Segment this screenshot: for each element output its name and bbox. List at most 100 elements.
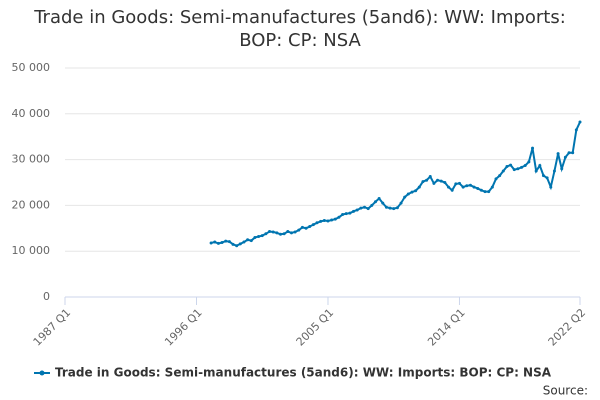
- data-point: [439, 179, 443, 183]
- data-point: [224, 239, 228, 243]
- data-point: [410, 190, 414, 194]
- data-point: [271, 230, 275, 234]
- data-point: [330, 218, 334, 222]
- data-point: [213, 240, 217, 244]
- data-point: [468, 183, 472, 187]
- x-tick-label: 1996 Q1: [162, 306, 205, 349]
- data-point: [355, 208, 359, 212]
- data-point: [567, 151, 571, 155]
- data-point: [348, 211, 352, 215]
- data-point: [487, 190, 491, 194]
- data-point: [574, 128, 578, 132]
- data-point: [516, 167, 520, 171]
- data-point: [494, 177, 498, 181]
- data-point: [560, 167, 564, 171]
- data-point: [483, 190, 487, 194]
- data-point: [461, 185, 465, 189]
- y-tick-label: 30 000: [12, 153, 51, 166]
- data-point: [538, 164, 542, 168]
- y-tick-label: 0: [43, 290, 50, 303]
- data-point: [465, 184, 469, 188]
- data-point: [479, 188, 483, 192]
- data-point: [264, 232, 268, 236]
- data-point: [326, 219, 330, 223]
- data-point: [447, 185, 451, 189]
- data-point: [534, 169, 538, 173]
- data-point: [549, 185, 553, 189]
- data-point: [450, 188, 454, 192]
- data-point: [275, 231, 279, 235]
- data-point: [352, 209, 356, 213]
- x-tick-label: 2005 Q1: [294, 306, 337, 349]
- data-point: [370, 203, 374, 207]
- y-tick-label: 10 000: [12, 244, 51, 257]
- x-tick-label: 2014 Q1: [425, 306, 468, 349]
- data-point: [341, 213, 345, 217]
- data-point: [209, 241, 213, 245]
- data-point: [359, 206, 363, 210]
- data-point: [238, 242, 242, 246]
- data-point: [388, 206, 392, 210]
- data-point: [417, 185, 421, 189]
- data-point: [242, 240, 246, 244]
- data-point: [319, 219, 323, 223]
- data-point: [373, 200, 377, 204]
- data-point: [552, 169, 556, 173]
- data-point: [381, 201, 385, 205]
- data-point: [384, 205, 388, 209]
- data-point: [315, 221, 319, 225]
- data-point: [311, 223, 315, 227]
- data-point: [527, 160, 531, 164]
- data-point: [278, 232, 282, 236]
- data-point: [428, 175, 432, 179]
- data-point: [509, 163, 513, 167]
- data-point: [344, 212, 348, 216]
- data-point: [377, 197, 381, 201]
- legend-label: Trade in Goods: Semi-manufactures (5and6…: [55, 366, 552, 380]
- data-point: [216, 241, 220, 245]
- data-point: [282, 232, 286, 236]
- data-point: [505, 164, 509, 168]
- source: Source:: [543, 384, 588, 398]
- data-point: [501, 169, 505, 173]
- data-point: [399, 201, 403, 205]
- data-point: [392, 207, 396, 211]
- data-point: [260, 234, 264, 238]
- data-point: [454, 182, 458, 186]
- x-tick-label: 1987 Q1: [31, 306, 74, 349]
- data-point: [257, 235, 261, 239]
- data-point: [249, 239, 253, 243]
- data-point: [472, 185, 476, 189]
- legend-marker: [39, 370, 45, 376]
- x-tick-label: 2022 Q2: [546, 306, 589, 349]
- y-tick-label: 20 000: [12, 198, 51, 211]
- data-point: [333, 217, 337, 221]
- data-point: [414, 189, 418, 193]
- data-point: [337, 215, 341, 219]
- y-tick-label: 40 000: [12, 107, 51, 120]
- data-point: [268, 230, 272, 234]
- data-point: [443, 181, 447, 184]
- data-point: [253, 235, 257, 239]
- data-point: [366, 207, 370, 211]
- data-point: [231, 242, 235, 246]
- data-point: [571, 151, 575, 155]
- data-point: [490, 185, 494, 189]
- data-point: [297, 228, 301, 232]
- data-point: [421, 180, 425, 184]
- data-point: [293, 230, 297, 234]
- data-point: [304, 226, 308, 230]
- series-line: [210, 121, 581, 247]
- data-point: [425, 178, 429, 182]
- data-point: [395, 206, 399, 210]
- data-point: [476, 186, 480, 190]
- data-point: [545, 176, 549, 180]
- data-point: [457, 181, 461, 185]
- data-point: [520, 165, 524, 169]
- data-point: [531, 146, 535, 150]
- data-point: [235, 244, 239, 248]
- y-tick-label: 50 000: [12, 61, 51, 74]
- data-point: [289, 231, 293, 235]
